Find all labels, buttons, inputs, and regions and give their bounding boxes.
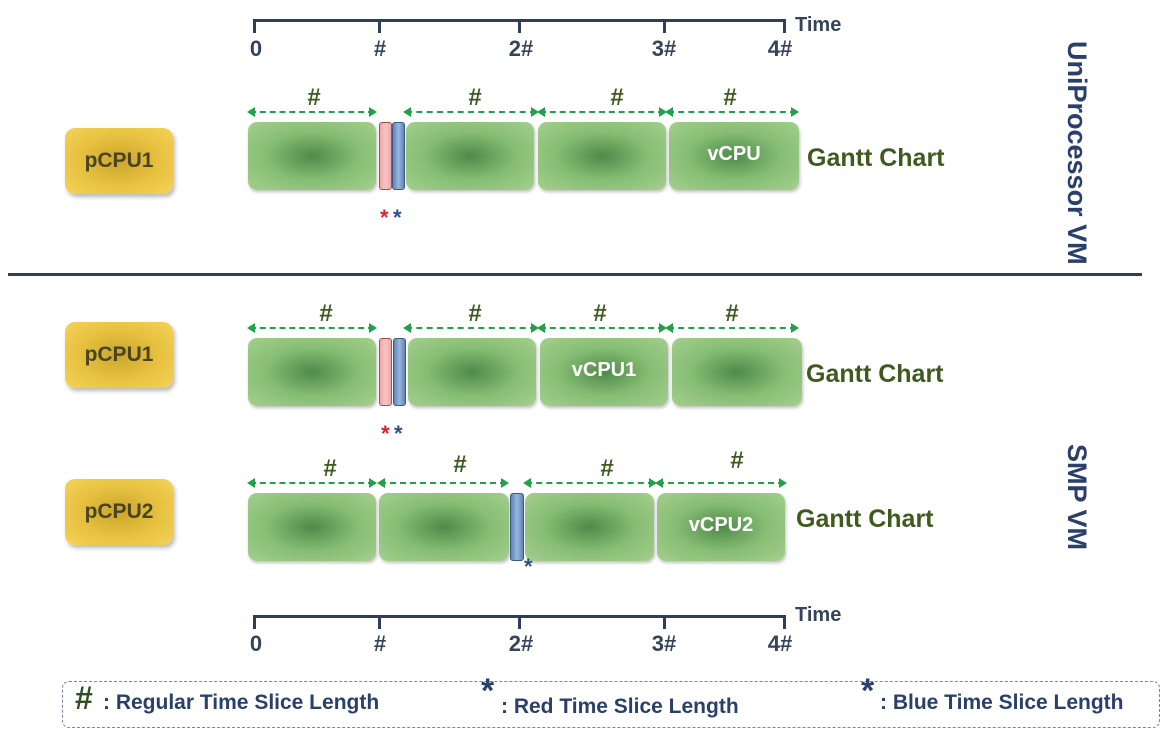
blue-slice-marker: * [524, 554, 533, 579]
pcpu2-box: pCPU2 [65, 479, 173, 545]
red-time-slice [379, 122, 392, 190]
vcpu2-label: vCPU2 [688, 513, 754, 536]
top-axis-tick-label: # [373, 36, 387, 61]
vcpu2-time-slice-block: vCPU2 [657, 493, 785, 561]
slice-length-arrow [403, 323, 539, 333]
smp-vm-label: SMP VM [1062, 443, 1092, 551]
legend-regular-symbol: # [75, 680, 93, 716]
time-slice-block [248, 122, 376, 190]
legend-red-text: : Red Time Slice Length [501, 695, 739, 718]
slice-length-arrow [247, 323, 377, 333]
time-slice-block [248, 338, 376, 406]
regular-slice-mark: # [453, 451, 467, 478]
vcpu-time-slice-block: vCPU [669, 122, 799, 190]
bottom-axis-tick-label: # [373, 631, 387, 656]
slice-length-arrow [655, 478, 787, 488]
legend: # : Regular Time Slice Length * : Red Ti… [62, 672, 1160, 728]
regular-slice-mark: # [323, 455, 337, 482]
top-axis-tick [378, 19, 381, 33]
bottom-axis-tick-label: 2# [508, 631, 534, 656]
regular-slice-mark: # [723, 84, 737, 111]
regular-slice-mark: # [593, 300, 607, 327]
regular-slice-mark: # [730, 447, 744, 474]
slice-length-arrow [403, 107, 539, 117]
top-axis-tick [518, 19, 521, 33]
time-slice-block [248, 493, 376, 561]
legend-blue-text: : Blue Time Slice Length [880, 691, 1124, 714]
top-axis-tick [663, 19, 666, 33]
gantt-chart-label: Gantt Chart [796, 505, 934, 533]
vcpu1-label: vCPU1 [571, 358, 637, 381]
time-slice-block [408, 338, 536, 406]
regular-slice-mark: # [725, 300, 739, 327]
slice-length-arrow [537, 107, 667, 117]
gantt-chart-label: Gantt Chart [806, 360, 944, 388]
slice-length-arrow [665, 107, 799, 117]
slice-length-arrow [247, 107, 377, 117]
blue-time-slice [393, 338, 406, 406]
bottom-axis-tick [783, 615, 786, 629]
uniprocessor-vm-label: UniProcessor VM [1062, 41, 1092, 265]
bottom-axis-tick-label: 0 [249, 631, 263, 656]
regular-slice-mark: # [468, 84, 482, 111]
bottom-axis-tick [253, 615, 256, 629]
bottom-axis-tick-label: 3# [651, 631, 677, 656]
pcpu1-box: pCPU1 [65, 128, 173, 194]
top-axis-tick-label: 3# [651, 36, 677, 61]
regular-slice-mark: # [610, 84, 624, 111]
red-slice-marker: * [380, 205, 389, 230]
top-axis-tick [783, 19, 786, 33]
top-axis-tick [253, 19, 256, 33]
top-axis-tick-label: 4# [767, 36, 793, 61]
blue-slice-marker: * [394, 421, 403, 446]
time-slice-block [406, 122, 534, 190]
regular-slice-mark: # [307, 84, 321, 111]
gantt-chart-label: Gantt Chart [807, 144, 945, 172]
slice-length-arrow [537, 323, 667, 333]
regular-slice-mark: # [468, 300, 482, 327]
time-slice-block [672, 338, 802, 406]
vcpu1-time-slice-block: vCPU1 [540, 338, 668, 406]
bottom-axis-tick [378, 615, 381, 629]
pcpu1-box: pCPU1 [65, 322, 173, 388]
slice-length-arrow [523, 478, 657, 488]
slice-length-arrow [377, 478, 509, 488]
time-slice-block [379, 493, 509, 561]
slice-length-arrow [665, 323, 799, 333]
blue-slice-marker: * [393, 205, 402, 230]
time-slice-block [525, 493, 654, 561]
slice-length-arrow [247, 478, 377, 488]
regular-slice-mark: # [319, 300, 333, 327]
blue-time-slice [510, 493, 524, 561]
blue-time-slice [392, 122, 405, 190]
legend-red-symbol: * [481, 672, 495, 710]
bottom-axis-title: Time [795, 604, 842, 626]
top-axis-title: Time [795, 14, 842, 36]
vcpu-label: vCPU [707, 142, 761, 165]
section-divider [8, 273, 1142, 276]
red-slice-marker: * [381, 421, 390, 446]
legend-regular-text: : Regular Time Slice Length [103, 691, 380, 714]
legend-blue-symbol: * [861, 672, 875, 710]
bottom-axis-tick [663, 615, 666, 629]
regular-slice-mark: # [600, 455, 614, 482]
top-axis-tick-label: 0 [249, 36, 263, 61]
red-time-slice [379, 338, 392, 406]
bottom-axis-tick-label: 4# [767, 631, 793, 656]
time-slice-block [538, 122, 666, 190]
bottom-axis-tick [518, 615, 521, 629]
top-axis-tick-label: 2# [508, 36, 534, 61]
